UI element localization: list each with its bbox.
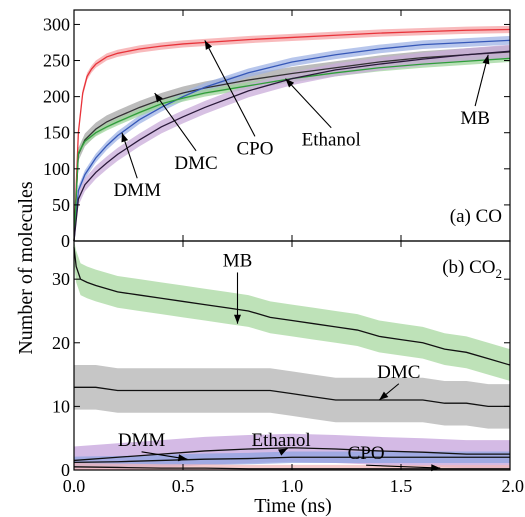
y-axis-label: Number of molecules xyxy=(15,181,37,354)
annotation-arrowhead-a-cpo xyxy=(204,40,213,50)
line-b-dmc xyxy=(74,386,510,408)
panel-a-co: 0 50 100 150 200 250 300 (a) CO CPO DMC DMM Ethanol… xyxy=(43,9,511,251)
annotation-arrow-a-cpo xyxy=(204,40,256,137)
band-a-ethanol xyxy=(74,54,510,241)
x-tick-label-4: 2.0 xyxy=(502,476,525,496)
y-tick-label-b-0: 0 xyxy=(61,460,70,480)
annotation-arrow-a-ethanol xyxy=(285,78,332,129)
x-tick-label-0: 0.0 xyxy=(63,476,86,496)
band-b-dmm xyxy=(74,451,510,469)
annotation-a-cpo: CPO xyxy=(236,138,273,159)
annotation-arrowhead-a-dmm xyxy=(121,132,129,143)
y-tick-label-b-1: 10 xyxy=(52,396,70,416)
panel-b-co2: 0 10 20 30 0.0 0.5 1.0 1.5 2.0 (b) CO2 MB DMC DMM Eth… xyxy=(52,240,525,496)
y-tick-label-a-3: 150 xyxy=(43,123,70,143)
x-tick-label-2: 1.0 xyxy=(281,476,304,496)
y-tick-label-a-6: 300 xyxy=(43,14,70,34)
annotation-arrowhead-b-dmc xyxy=(379,391,389,401)
band-b-dmc xyxy=(74,365,510,429)
line-b-mb xyxy=(73,247,511,366)
annotation-a-mb: MB xyxy=(460,108,490,129)
panel-label-b: (b) CO2 xyxy=(442,257,502,281)
annotation-arrowhead-b-mb xyxy=(234,314,241,324)
line-a-ethanol xyxy=(73,57,511,242)
annotation-a-dmm: DMM xyxy=(113,180,161,201)
annotation-b-dmc: DMC xyxy=(377,362,420,383)
line-b-ethanol xyxy=(73,447,510,462)
annotation-b-dmm: DMM xyxy=(118,430,166,451)
y-tick-label-a-4: 200 xyxy=(43,87,70,107)
annotation-arrowhead-a-ethanol xyxy=(285,78,295,88)
annotation-b-ethanol: Ethanol xyxy=(252,430,311,451)
line-a-dmm xyxy=(73,39,511,242)
annotation-arrowhead-a-dmc xyxy=(154,93,163,103)
annotation-arrowhead-a-mb xyxy=(482,54,490,65)
annotation-arrowhead-b-dmm xyxy=(177,454,188,462)
y-tick-label-a-5: 250 xyxy=(43,51,70,71)
annotation-a-dmc: DMC xyxy=(174,153,217,174)
band-b-mb xyxy=(74,241,510,381)
annotation-arrowhead-b-ethanol xyxy=(278,448,288,456)
line-a-dmc xyxy=(73,51,511,242)
annotation-b-cpo: CPO xyxy=(348,443,385,464)
line-b-dmm xyxy=(73,456,510,464)
annotation-arrow-a-dmc xyxy=(154,92,197,152)
annotation-arrow-b-cpo xyxy=(366,464,441,469)
panel-label-a: (a) CO xyxy=(450,206,502,227)
annotation-a-ethanol: Ethanol xyxy=(302,130,361,151)
line-a-mb xyxy=(73,50,511,242)
y-tick-label-a-2: 100 xyxy=(43,159,70,179)
x-axis-label: Time (ns) xyxy=(254,495,332,517)
line-a-cpo xyxy=(73,28,511,242)
y-tick-label-a-0: 0 xyxy=(61,231,70,251)
y-tick-label-b-3: 30 xyxy=(52,269,70,289)
y-tick-label-a-1: 50 xyxy=(52,195,70,215)
annotation-arrowhead-b-cpo xyxy=(431,464,441,472)
y-tick-label-b-2: 20 xyxy=(52,333,70,353)
annotation-b-mb: MB xyxy=(223,250,253,271)
x-tick-label-3: 1.5 xyxy=(390,476,413,496)
x-tick-label-1: 0.5 xyxy=(172,476,195,496)
